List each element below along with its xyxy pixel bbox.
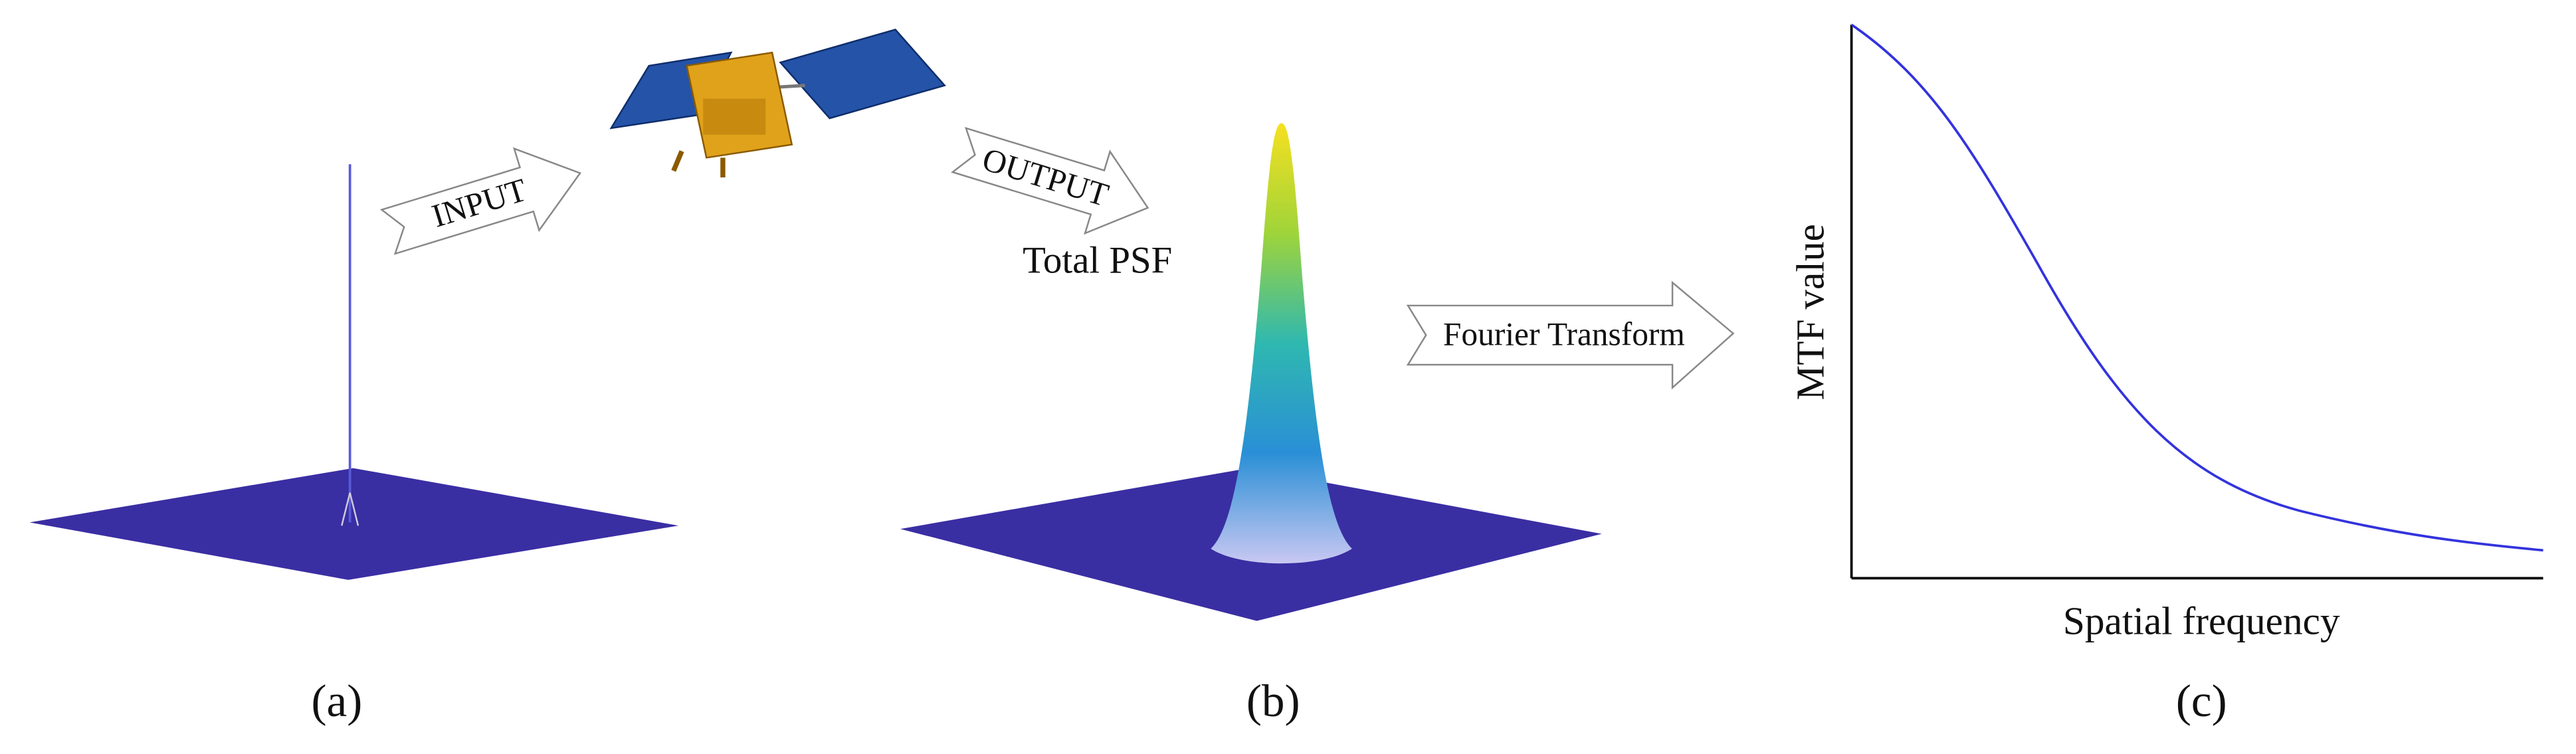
psf-peak <box>1211 123 1352 564</box>
input-arrow: INPUT <box>379 147 582 255</box>
y-axis-label: MTF value <box>1789 224 1833 400</box>
satellite <box>609 29 946 178</box>
fourier-label: Fourier Transform <box>1443 316 1685 352</box>
output-label: OUTPUT <box>978 141 1113 214</box>
total-psf-label: Total PSF <box>1023 239 1172 281</box>
panel-label: (b) <box>1246 675 1300 726</box>
x-axis-label: Spatial frequency <box>2063 599 2340 642</box>
mtf-curve <box>1850 23 2543 552</box>
panel-label: (a) <box>311 675 362 726</box>
impulse-base <box>341 492 359 526</box>
plane-a <box>29 468 679 580</box>
fourier-arrow: Fourier Transform <box>1406 280 1735 390</box>
panel-label: (c) <box>2176 675 2227 726</box>
output-arrow: OUTPUT <box>950 127 1149 235</box>
